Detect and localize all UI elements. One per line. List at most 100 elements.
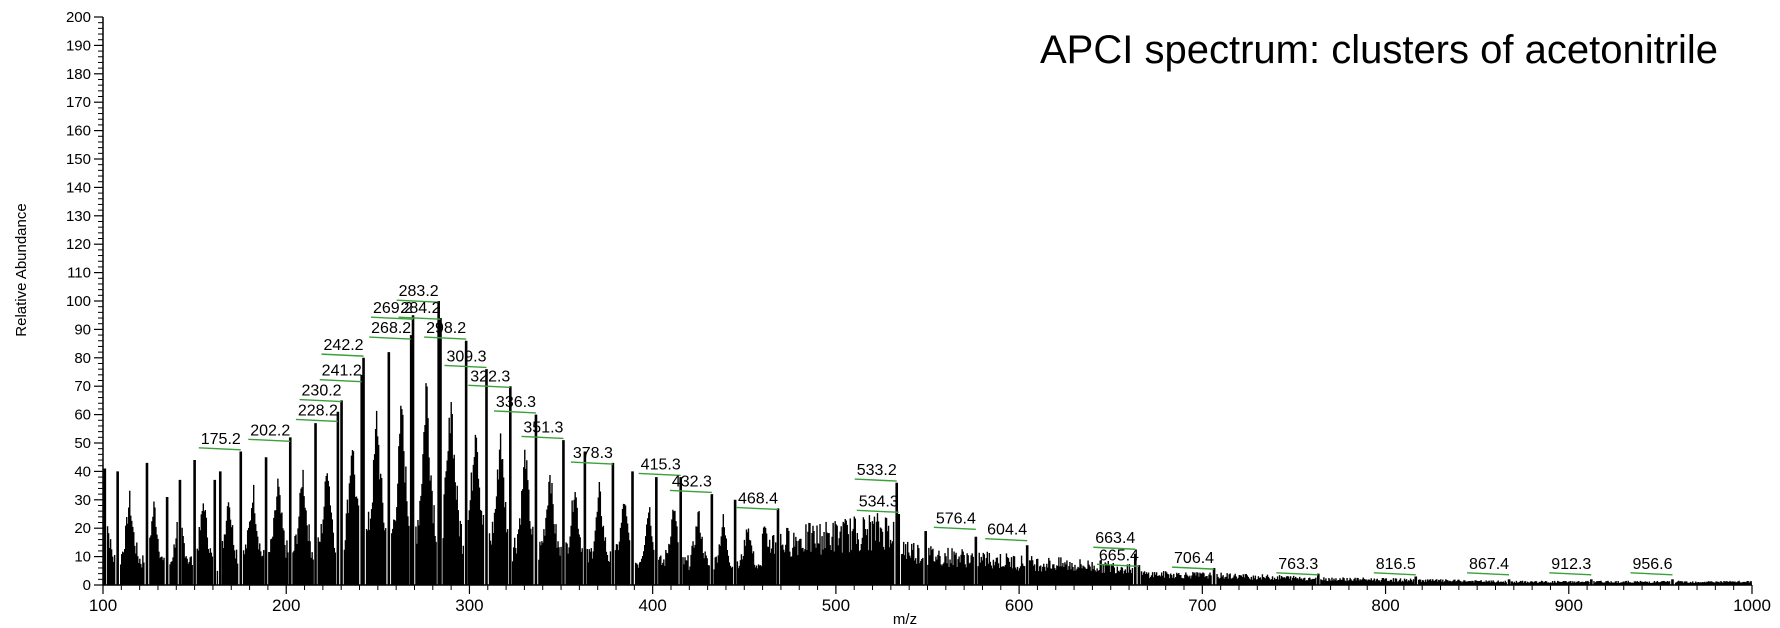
- x-tick-label: 500: [822, 596, 850, 615]
- peak-label: 432.3: [672, 473, 712, 490]
- peak-label: 706.4: [1174, 550, 1214, 567]
- peak-label: 378.3: [573, 445, 613, 462]
- peak-label: 309.3: [446, 348, 486, 365]
- y-tick-label: 110: [67, 265, 91, 282]
- noise-bars: [106, 383, 1752, 585]
- peak-label: 534.3: [859, 493, 899, 510]
- peak-label-leader: [985, 538, 1028, 542]
- peak-label-leader: [1096, 563, 1139, 567]
- peak-label: 283.2: [399, 283, 439, 300]
- peak-label: 241.2: [322, 363, 362, 380]
- y-tick-label: 0: [83, 577, 91, 594]
- peak-label: 242.2: [324, 337, 364, 354]
- y-tick-label: 30: [74, 492, 91, 509]
- peak-label-leader: [1172, 566, 1215, 570]
- peak-label-leader: [933, 526, 976, 531]
- peak-label: 468.4: [738, 490, 778, 507]
- peak-label-leader: [396, 299, 439, 303]
- peak-label-leader: [424, 336, 467, 340]
- peak-label: 268.2: [371, 320, 411, 337]
- x-tick-label: 200: [272, 596, 300, 615]
- y-tick-label: 130: [66, 208, 91, 225]
- y-tick-label: 60: [74, 407, 91, 424]
- y-tick-label: 200: [66, 9, 91, 26]
- y-tick-label: 80: [74, 350, 91, 367]
- y-tick-label: 10: [74, 549, 91, 566]
- x-tick-label: 900: [1555, 596, 1583, 615]
- peak-label: 763.3: [1278, 556, 1318, 573]
- peak-label-leader: [735, 506, 779, 511]
- peak-label-leader: [319, 378, 362, 383]
- peak-label: 533.2: [857, 462, 897, 479]
- x-tick-label: 1000: [1733, 596, 1771, 615]
- peak-label-leader: [669, 489, 712, 494]
- y-tick-label: 100: [66, 293, 91, 310]
- peak-label: 322.3: [470, 368, 510, 385]
- peak-label: 202.2: [250, 422, 290, 439]
- peak-label: 228.2: [298, 402, 338, 419]
- peak-label-leader: [299, 398, 342, 403]
- peak-label-leader: [248, 438, 291, 443]
- y-tick-label: 150: [66, 151, 91, 168]
- peak-label: 298.2: [426, 320, 466, 337]
- peak-label: 912.3: [1551, 556, 1591, 573]
- y-tick-label: 180: [66, 66, 91, 83]
- peak-label: 336.3: [496, 394, 536, 411]
- peak-label-leader: [198, 447, 241, 451]
- x-tick-label: 600: [1005, 596, 1033, 615]
- peak-label-leader: [1467, 572, 1510, 576]
- peak-label-leader: [638, 472, 681, 477]
- y-tick-label: 20: [74, 520, 91, 537]
- y-tick-label: 70: [74, 378, 91, 395]
- spectrum-peaks: [103, 301, 1674, 585]
- x-axis-label: m/z: [893, 611, 917, 628]
- y-tick-label: 140: [66, 179, 91, 196]
- peak-label: 175.2: [201, 431, 241, 448]
- y-tick-label: 160: [66, 123, 91, 140]
- peak-label: 663.4: [1095, 530, 1135, 547]
- peak-label: 867.4: [1469, 556, 1509, 573]
- peak-label-leader: [570, 461, 613, 465]
- peak-label: 956.6: [1632, 556, 1672, 573]
- peak-label: 665.4: [1099, 547, 1139, 564]
- peak-label: 576.4: [936, 510, 976, 527]
- peak-label-leader: [1373, 572, 1416, 576]
- x-tick-label: 400: [638, 596, 666, 615]
- y-axis-label: Relative Abundance: [13, 203, 30, 336]
- peak-label-leader: [370, 316, 414, 320]
- peak-label: 269.2: [373, 300, 413, 317]
- peak-label-leader: [295, 418, 338, 423]
- peak-label-leader: [1630, 572, 1673, 576]
- peak-label-leader: [468, 384, 511, 389]
- peak-label: 230.2: [302, 383, 342, 400]
- peak-label-leader: [321, 353, 364, 357]
- x-tick-label: 700: [1188, 596, 1216, 615]
- chart-title: APCI spectrum: clusters of acetonitrile: [1040, 28, 1719, 72]
- peak-label-leader: [1549, 572, 1592, 576]
- peak-label-leader: [398, 316, 441, 320]
- peak-label: 284.2: [400, 300, 440, 317]
- peak-label-leader: [1276, 572, 1319, 576]
- y-tick-label: 40: [74, 463, 91, 480]
- peak-label-leader: [856, 509, 899, 514]
- x-tick-label: 100: [89, 596, 117, 615]
- peak-label-leader: [854, 478, 897, 482]
- peak-label-leader: [493, 410, 536, 414]
- y-tick-label: 190: [66, 37, 91, 54]
- spectrum-baseline-noise: [106, 383, 1752, 585]
- y-tick-label: 50: [74, 435, 91, 452]
- x-tick-label: 800: [1371, 596, 1399, 615]
- x-tick-label: 300: [455, 596, 483, 615]
- peak-label: 816.5: [1376, 556, 1416, 573]
- peak-labels: 175.2 202.2 228.2 230.2 241.2 242.2 268.2 269.2…: [198, 283, 1673, 576]
- peak-label-leader: [1093, 546, 1136, 550]
- peak-label: 604.4: [987, 522, 1027, 539]
- y-tick-label: 120: [66, 236, 91, 253]
- y-tick-label: 170: [66, 94, 91, 111]
- peak-label-leader: [444, 364, 487, 369]
- peak-label: 351.3: [523, 419, 563, 436]
- y-tick-label: 90: [74, 321, 91, 338]
- peak-label-leader: [521, 435, 564, 440]
- peak-label: 415.3: [641, 456, 681, 473]
